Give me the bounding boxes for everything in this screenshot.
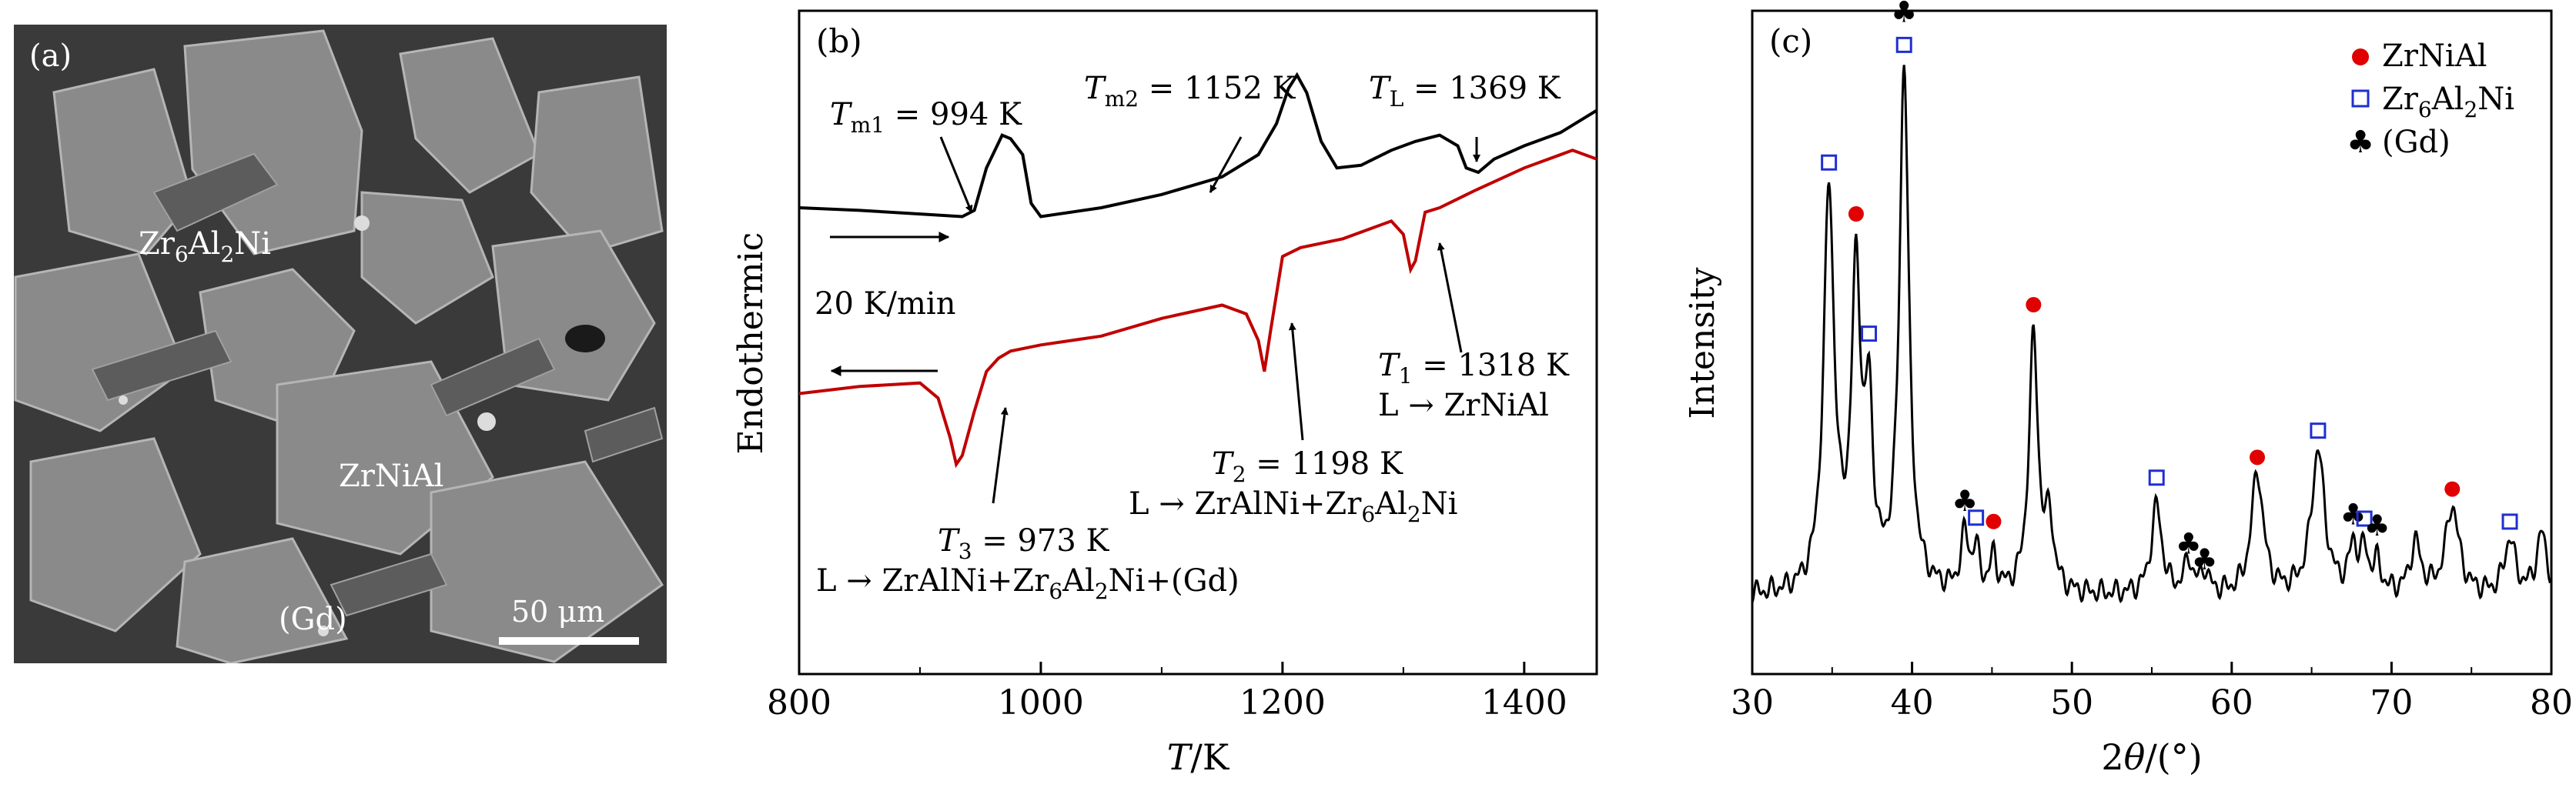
annot-t3: T3 = 973 K	[938, 523, 1110, 564]
annot-t1-reaction: L → ZrNiAl	[1378, 388, 1549, 423]
legend-circle-marker	[2352, 48, 2369, 65]
xtick-label-80: 80	[2530, 683, 2573, 723]
legend: ZrNiAl Zr6Al2Ni ♣ (Gd)	[2347, 38, 2514, 160]
panel-c-ylabel: Intensity	[1683, 267, 1722, 419]
xtick-label-40: 40	[1891, 683, 1934, 723]
annot-t1: T1 = 1318 K	[1378, 348, 1570, 389]
panel-a-micrograph: (a) Zr6Al2Ni ZrNiAl (Gd) 50 μm	[14, 25, 667, 663]
marker-gd: ♣	[2191, 542, 2217, 576]
marker-zrnial	[2250, 449, 2266, 466]
legend-label-gd: (Gd)	[2382, 125, 2451, 160]
panel-b-dsc: (b) Endothermic T/K 800 1000 1200 1400 20 K…	[731, 9, 1598, 778]
arrow-t2	[1288, 322, 1304, 441]
marker-gd: ♣	[1891, 0, 1917, 28]
legend-club-marker: ♣	[2347, 125, 2374, 160]
arrow-t3	[992, 407, 1009, 504]
xtick-label-50: 50	[2050, 683, 2093, 723]
xlabel-unit: /K	[1190, 736, 1229, 778]
panel-b-ylabel: Endothermic	[731, 232, 771, 455]
marker-zr6al2ni	[2501, 513, 2518, 530]
xtick-label-1400: 1400	[1481, 683, 1567, 723]
legend-square-marker	[2351, 89, 2370, 108]
annot-tl: TL = 1369 K	[1369, 71, 1561, 112]
legend-label-zrnial: ZrNiAl	[2382, 38, 2487, 74]
ni-text: Ni	[234, 226, 271, 262]
arrow-tm1	[939, 136, 973, 213]
annot-t2-reaction: L → ZrAlNi+Zr6Al2Ni	[1129, 486, 1457, 527]
marker-gd: ♣	[1952, 484, 1978, 518]
annot-tm1: Tm1 = 994 K	[830, 97, 1022, 138]
scale-bar	[499, 637, 639, 645]
panel-b-label: (b)	[816, 22, 862, 60]
panel-b-xaxis: 800 1000 1200 1400	[767, 662, 1567, 723]
marker-zr6al2ni	[2356, 510, 2373, 527]
rate-label: 20 K/min	[815, 286, 955, 322]
arrow-t1	[1437, 242, 1463, 353]
xtick-label-60: 60	[2210, 683, 2253, 723]
xtick-label-1200: 1200	[1239, 683, 1326, 723]
series-cooling-curve	[799, 149, 1597, 469]
sem-image	[14, 25, 667, 663]
label-zr6al2ni: Zr6Al2Ni	[139, 226, 271, 267]
panel-a-label: (a)	[29, 38, 72, 74]
marker-zr6al2ni	[1861, 325, 1878, 342]
marker-zr6al2ni	[1968, 509, 1985, 526]
panel-c-label: (c)	[1769, 22, 1812, 60]
marker-zr6al2ni	[2310, 422, 2327, 439]
marker-zr6al2ni	[1821, 154, 1838, 171]
marker-zr6al2ni	[2148, 469, 2165, 486]
annot-t2: T2 = 1198 K	[1212, 446, 1403, 487]
marker-zrnial	[1986, 513, 2002, 529]
legend-label-zr6al2ni: Zr6Al2Ni	[2382, 82, 2514, 122]
panel-c-xrd: (c) Intensity 2θ/(°) 30 40 50 60 70 80 ♣♣♣♣♣♣…	[1683, 0, 2573, 778]
series-xrd-pattern	[1752, 65, 2551, 604]
xtick-label-800: 800	[767, 683, 831, 723]
al-text: Al	[188, 226, 221, 262]
xtick-label-30: 30	[1731, 683, 1774, 723]
panel-c-xlabel: 2θ/(°)	[2101, 736, 2202, 778]
series-heating-curve	[799, 72, 1597, 219]
marker-zrnial	[2026, 297, 2042, 313]
sub-6: 6	[175, 242, 189, 267]
marker-gd: ♣	[2364, 509, 2390, 542]
panel-c-xaxis: 30 40 50 60 70 80	[1731, 662, 2573, 723]
label-gd: (Gd)	[279, 602, 347, 637]
xtick-label-1000: 1000	[998, 683, 1084, 723]
marker-gd: ♣	[2176, 526, 2202, 560]
scale-bar-label: 50 μm	[511, 595, 604, 629]
sub-2: 2	[220, 242, 234, 267]
xtick-label-70: 70	[2370, 683, 2413, 723]
arrow-tm2	[1209, 136, 1243, 193]
marker-zrnial	[2444, 481, 2461, 497]
peak-markers: ♣♣♣♣♣♣	[1821, 0, 2518, 576]
marker-zrnial	[1848, 206, 1864, 222]
panel-b-xlabel: T/K	[1167, 736, 1230, 778]
label-zrnial: ZrNiAl	[339, 459, 443, 494]
annot-tm2: Tm2 = 1152 K	[1084, 71, 1296, 112]
panel-b-frame	[798, 9, 1598, 676]
annot-t3-reaction: L → ZrAlNi+Zr6Al2Ni+(Gd)	[816, 563, 1239, 604]
marker-zr6al2ni	[1895, 36, 1912, 53]
